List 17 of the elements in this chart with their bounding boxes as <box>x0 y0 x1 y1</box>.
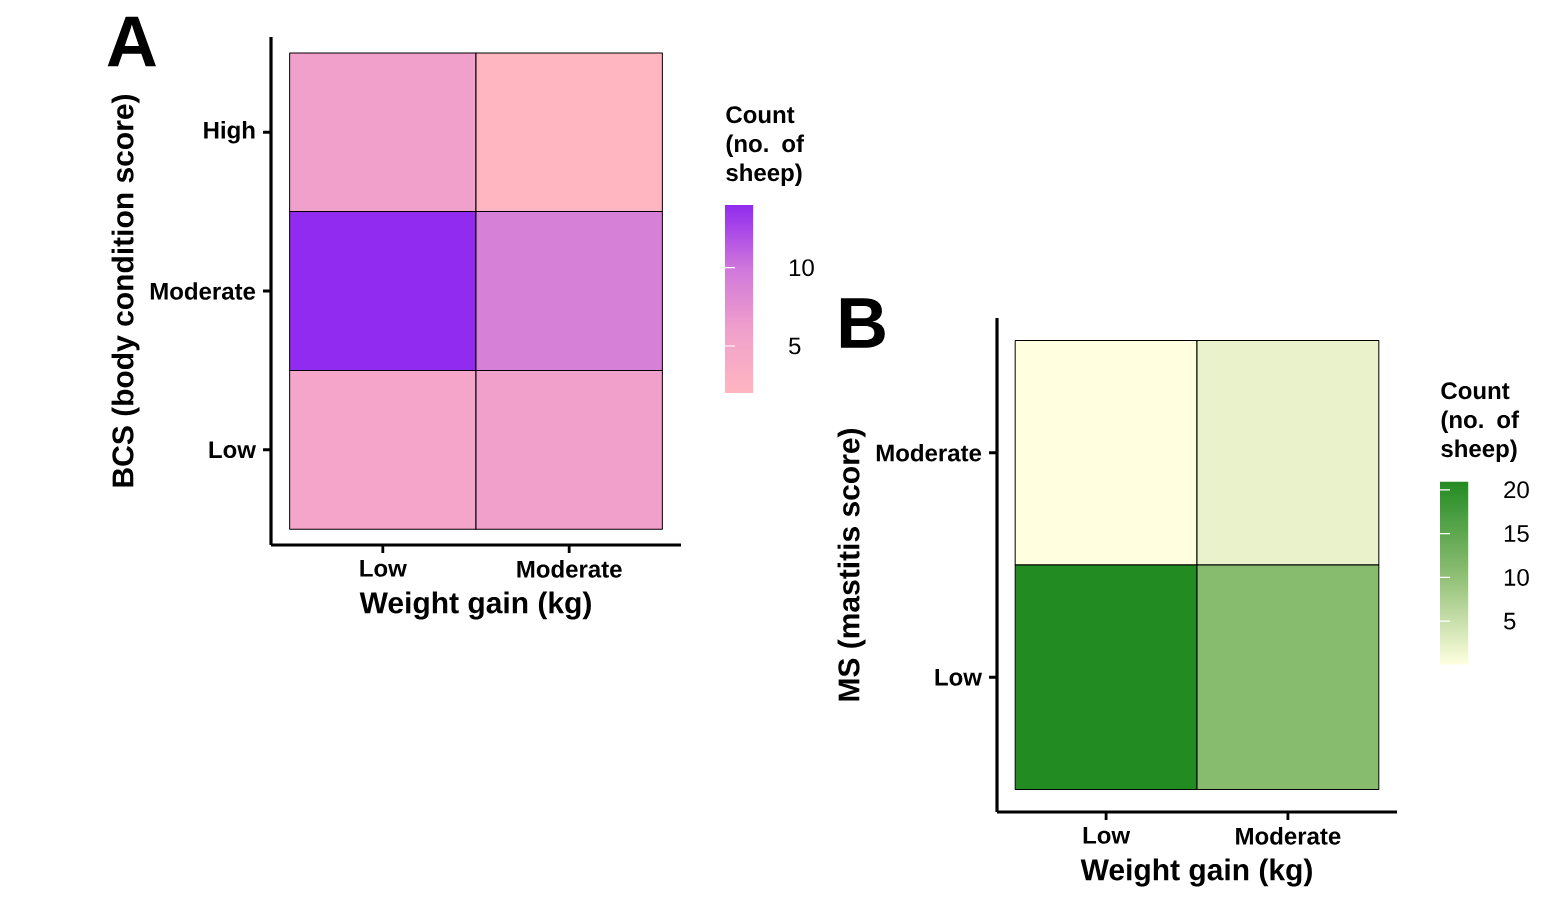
color-bar-label: 15 <box>1504 525 1529 542</box>
y-tick-label: Low <box>209 441 256 459</box>
color-bar-label: 20 <box>1504 481 1529 499</box>
color-bar-label: 10 <box>789 259 814 277</box>
y-tick-label: Moderate <box>150 282 256 300</box>
y-tick-label: High <box>204 121 255 144</box>
x-axis-title: Weight gain (kg) <box>359 591 591 620</box>
color-bar-title: Count (no. of sheep) <box>1441 382 1520 462</box>
color-bar-label: 5 <box>1504 612 1516 630</box>
y-axis-title: BCS (body condition score) <box>111 94 140 487</box>
chart-title: B <box>840 298 885 348</box>
y-axis-title: MS (mastitis score) <box>837 429 866 701</box>
color-bar-label: 5 <box>789 337 801 355</box>
color-bar-label: 10 <box>1504 568 1529 586</box>
color-bar-title: Count (no. of sheep) <box>726 106 805 186</box>
x-axis-title: Weight gain (kg) <box>1080 858 1312 887</box>
chart-title: A <box>107 16 156 67</box>
